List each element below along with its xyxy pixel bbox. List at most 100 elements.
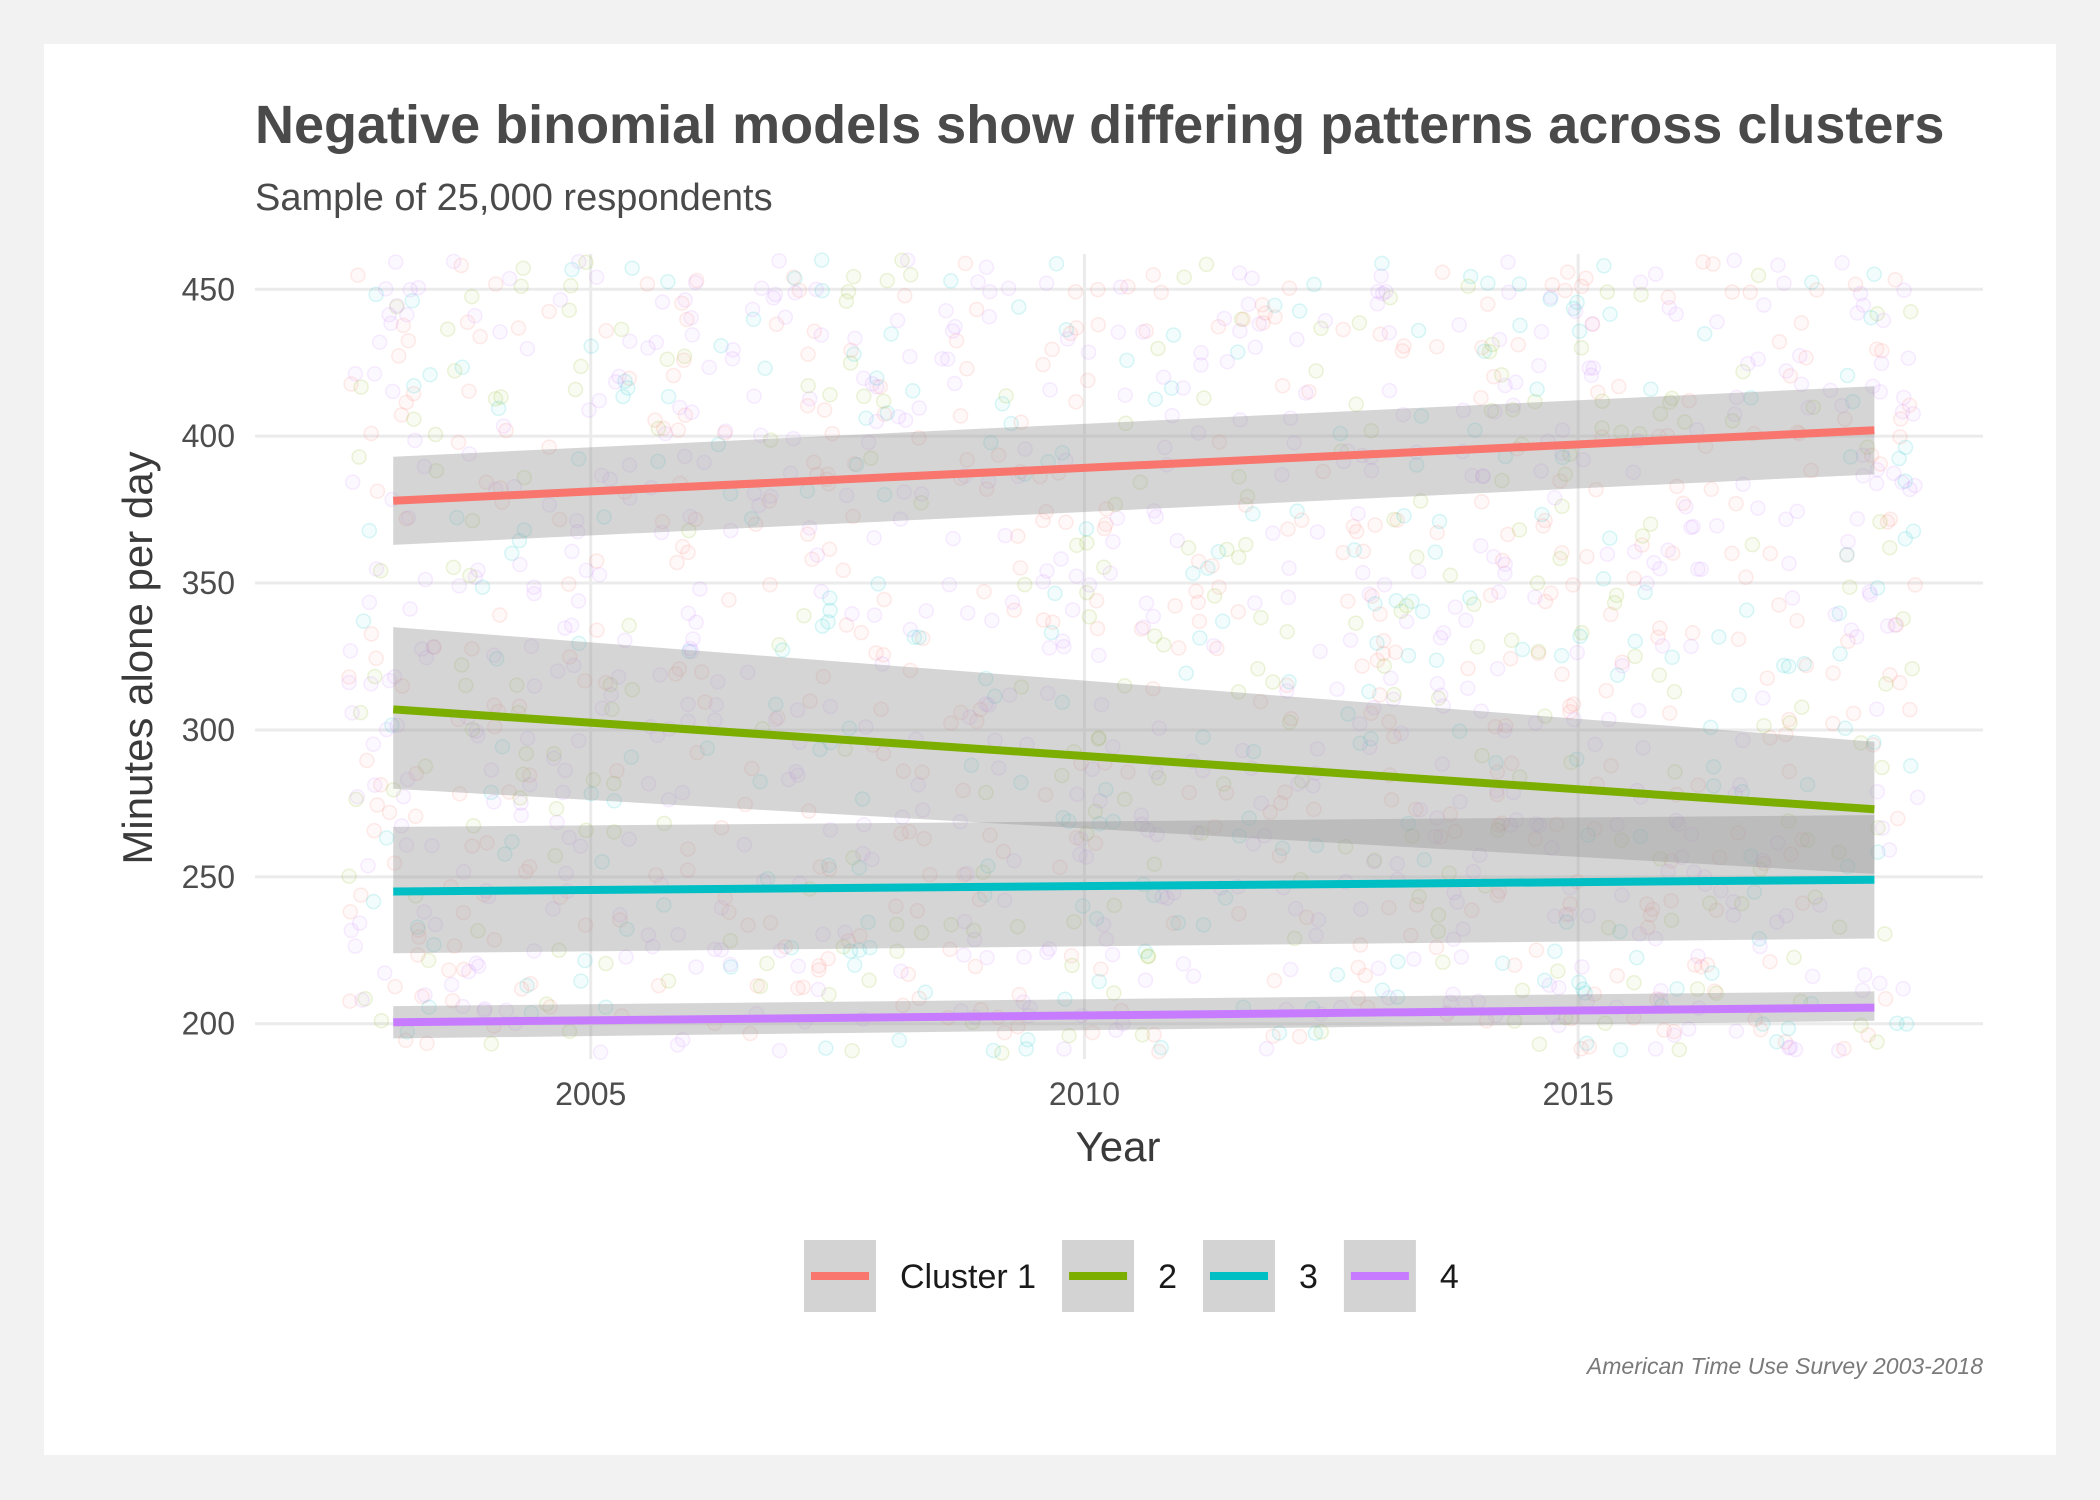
- data-point: [1383, 792, 1400, 808]
- data-point: [841, 720, 858, 736]
- data-point: [659, 351, 676, 368]
- data-point: [1781, 711, 1797, 728]
- data-point: [1181, 784, 1197, 801]
- data-point: [713, 899, 730, 916]
- data-point: [1404, 828, 1420, 844]
- data-point: [1219, 353, 1236, 370]
- data-point: [1155, 637, 1172, 653]
- data-point: [1254, 297, 1271, 313]
- data-point: [1780, 813, 1797, 829]
- data-point: [684, 404, 700, 421]
- data-point: [1552, 473, 1568, 489]
- data-point: [1432, 630, 1449, 646]
- data-point: [1796, 656, 1813, 672]
- data-point: [883, 326, 899, 342]
- data-point: [1794, 895, 1811, 911]
- data-point: [860, 914, 876, 931]
- data-point: [971, 891, 988, 908]
- data-point: [774, 642, 791, 658]
- data-point: [681, 522, 697, 539]
- data-point: [1639, 575, 1655, 592]
- data-point: [1566, 711, 1582, 728]
- data-point: [1508, 812, 1525, 828]
- data-point: [1839, 858, 1856, 875]
- data-point: [1137, 972, 1154, 988]
- data-point: [526, 579, 542, 595]
- data-point: [1782, 715, 1798, 731]
- data-point: [1732, 777, 1748, 793]
- data-point: [1869, 784, 1886, 800]
- data-point: [1603, 606, 1619, 623]
- data-point: [753, 280, 770, 296]
- data-point: [1106, 985, 1122, 1001]
- data-point: [995, 843, 1012, 860]
- data-point: [420, 952, 437, 969]
- data-point: [671, 661, 688, 677]
- data-point: [765, 290, 782, 306]
- data-point: [837, 924, 853, 941]
- data-point: [1210, 544, 1227, 560]
- data-point: [1652, 560, 1668, 577]
- data-point: [1527, 393, 1543, 410]
- data-point: [1193, 825, 1210, 841]
- data-point: [343, 922, 360, 939]
- data-point: [1875, 312, 1892, 329]
- data-point: [906, 629, 923, 645]
- data-point: [1217, 890, 1234, 906]
- data-point: [1064, 602, 1081, 618]
- data-point: [1452, 793, 1468, 810]
- data-point: [1690, 948, 1706, 965]
- data-point: [893, 825, 909, 842]
- data-point: [1531, 1036, 1548, 1052]
- data-point: [1104, 946, 1121, 963]
- data-point: [1176, 269, 1192, 285]
- data-point: [1866, 734, 1882, 751]
- data-point: [1135, 324, 1151, 340]
- data-point: [352, 704, 369, 721]
- data-point: [497, 846, 513, 862]
- data-point: [802, 693, 818, 709]
- data-point: [1885, 465, 1902, 482]
- data-point: [1677, 414, 1693, 430]
- data-point: [515, 766, 531, 783]
- data-point: [570, 593, 587, 609]
- data-point: [1038, 275, 1055, 291]
- data-point: [1157, 439, 1173, 456]
- data-point: [998, 388, 1014, 404]
- data-point: [470, 958, 487, 974]
- data-point: [1064, 957, 1080, 974]
- data-point: [1473, 390, 1489, 406]
- data-point: [1175, 380, 1191, 396]
- data-point: [1865, 737, 1881, 753]
- data-point: [896, 484, 912, 500]
- data-point: [1547, 908, 1563, 924]
- data-point: [1725, 907, 1742, 923]
- data-point: [1335, 321, 1351, 338]
- data-point: [1458, 612, 1474, 629]
- data-point: [1195, 729, 1211, 745]
- data-point: [1837, 411, 1853, 427]
- data-point: [1590, 384, 1606, 401]
- data-point: [1831, 919, 1848, 935]
- data-point: [1266, 972, 1283, 989]
- data-point: [1473, 703, 1489, 719]
- data-point: [439, 321, 456, 337]
- data-point: [1389, 856, 1406, 872]
- data-point: [1178, 665, 1194, 681]
- data-point: [813, 583, 830, 600]
- data-point: [1905, 523, 1922, 539]
- data-point: [1389, 989, 1406, 1005]
- data-point: [1634, 537, 1650, 553]
- data-point: [1909, 789, 1926, 806]
- data-point: [656, 815, 672, 832]
- data-point: [513, 807, 529, 824]
- data-point: [1361, 739, 1378, 756]
- data-point: [464, 721, 481, 738]
- data-point: [852, 928, 868, 944]
- data-point: [1093, 961, 1109, 977]
- data-point: [1769, 914, 1785, 930]
- data-point: [1350, 959, 1366, 976]
- data-point: [470, 562, 486, 578]
- data-point: [1534, 506, 1550, 523]
- data-point: [594, 700, 611, 716]
